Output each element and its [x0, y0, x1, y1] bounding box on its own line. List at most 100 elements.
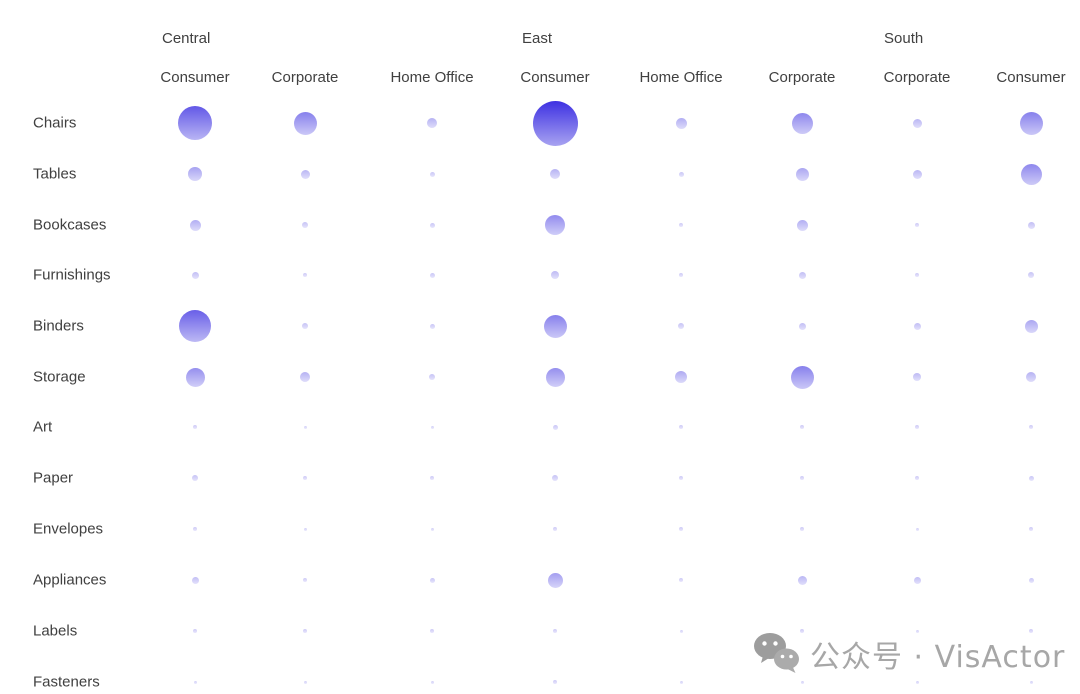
bubble[interactable]	[679, 527, 683, 531]
bubble[interactable]	[193, 527, 197, 531]
bubble[interactable]	[429, 374, 435, 380]
bubble[interactable]	[303, 476, 307, 480]
bubble[interactable]	[302, 222, 308, 228]
bubble[interactable]	[679, 273, 683, 277]
bubble[interactable]	[675, 371, 687, 383]
bubble[interactable]	[1028, 272, 1034, 278]
bubble[interactable]	[1026, 372, 1036, 382]
bubble[interactable]	[679, 680, 683, 684]
bubble[interactable]	[429, 323, 435, 329]
bubble[interactable]	[543, 314, 567, 338]
bubble[interactable]	[912, 169, 922, 179]
bubble[interactable]	[430, 527, 434, 531]
bubble[interactable]	[678, 323, 684, 329]
bubble[interactable]	[1028, 577, 1034, 583]
bubble[interactable]	[800, 425, 804, 429]
bubble[interactable]	[430, 680, 434, 684]
bubble[interactable]	[185, 367, 205, 387]
bubble[interactable]	[427, 118, 437, 128]
bubble[interactable]	[193, 425, 197, 429]
bubble[interactable]	[1029, 629, 1033, 633]
bubble[interactable]	[303, 578, 307, 582]
bubble[interactable]	[678, 171, 684, 177]
bubble[interactable]	[553, 680, 557, 684]
bubble[interactable]	[552, 424, 558, 430]
bubble[interactable]	[553, 527, 557, 531]
bubble[interactable]	[302, 323, 308, 329]
wechat-icon	[754, 633, 799, 673]
bubble[interactable]	[303, 680, 307, 684]
bubble[interactable]	[1028, 475, 1034, 481]
bubble[interactable]	[800, 629, 804, 633]
bubble[interactable]	[430, 629, 434, 633]
bubble[interactable]	[303, 629, 307, 633]
bubble[interactable]	[178, 106, 212, 140]
bubble[interactable]	[675, 117, 687, 129]
bubble[interactable]	[679, 476, 683, 480]
bubble[interactable]	[1027, 221, 1035, 229]
bubble[interactable]	[790, 365, 814, 389]
bubble[interactable]	[1019, 111, 1043, 135]
bubble[interactable]	[1024, 319, 1038, 333]
bubble[interactable]	[429, 171, 435, 177]
bubble[interactable]	[532, 100, 578, 146]
bubble[interactable]	[293, 111, 317, 135]
bubble[interactable]	[429, 577, 435, 583]
bubble[interactable]	[188, 167, 202, 181]
bubble[interactable]	[915, 223, 919, 227]
bubble[interactable]	[915, 680, 919, 684]
bubble[interactable]	[915, 629, 919, 633]
bubble[interactable]	[189, 219, 201, 231]
bubble[interactable]	[547, 572, 563, 588]
bubble[interactable]	[303, 273, 307, 277]
bubble[interactable]	[798, 271, 806, 279]
bubble[interactable]	[552, 475, 558, 481]
bubble[interactable]	[550, 169, 560, 179]
bubble[interactable]	[800, 680, 804, 684]
bubble[interactable]	[303, 527, 307, 531]
bubble[interactable]	[915, 425, 919, 429]
bubble[interactable]	[679, 223, 683, 227]
bubble[interactable]	[1029, 680, 1033, 684]
bubble[interactable]	[795, 167, 809, 181]
bubble[interactable]	[429, 222, 435, 228]
bubble[interactable]	[430, 425, 434, 429]
bubble[interactable]	[679, 629, 683, 633]
bubble[interactable]	[800, 527, 804, 531]
bubble[interactable]	[913, 322, 921, 330]
bubble[interactable]	[191, 576, 199, 584]
bubble[interactable]	[679, 578, 683, 582]
segment-label: Corporate	[768, 69, 836, 86]
bubble[interactable]	[303, 425, 307, 429]
bubble[interactable]	[553, 629, 557, 633]
bubble[interactable]	[796, 219, 808, 231]
bubble[interactable]	[915, 273, 919, 277]
bubble[interactable]	[1020, 163, 1042, 185]
bubble[interactable]	[430, 476, 434, 480]
bubble[interactable]	[192, 475, 198, 481]
bubble[interactable]	[429, 272, 435, 278]
bubble[interactable]	[912, 118, 922, 128]
bubble[interactable]	[915, 527, 919, 531]
bubble[interactable]	[797, 575, 807, 585]
bubble[interactable]	[551, 271, 559, 279]
bubble[interactable]	[545, 215, 565, 235]
bubble[interactable]	[191, 271, 199, 279]
bubble[interactable]	[679, 425, 683, 429]
bubble[interactable]	[545, 367, 565, 387]
bubble[interactable]	[1029, 527, 1033, 531]
bubble[interactable]	[179, 310, 211, 342]
bubble[interactable]	[193, 680, 197, 684]
category-label-binders: Binders	[33, 317, 84, 335]
bubble[interactable]	[193, 629, 197, 633]
bubble[interactable]	[913, 576, 921, 584]
bubble[interactable]	[913, 373, 921, 381]
bubble[interactable]	[800, 476, 804, 480]
segment-label: Consumer	[996, 69, 1066, 86]
bubble[interactable]	[915, 476, 919, 480]
bubble[interactable]	[791, 112, 813, 134]
bubble[interactable]	[1029, 425, 1033, 429]
bubble[interactable]	[300, 169, 310, 179]
bubble[interactable]	[798, 322, 806, 330]
bubble[interactable]	[300, 372, 310, 382]
